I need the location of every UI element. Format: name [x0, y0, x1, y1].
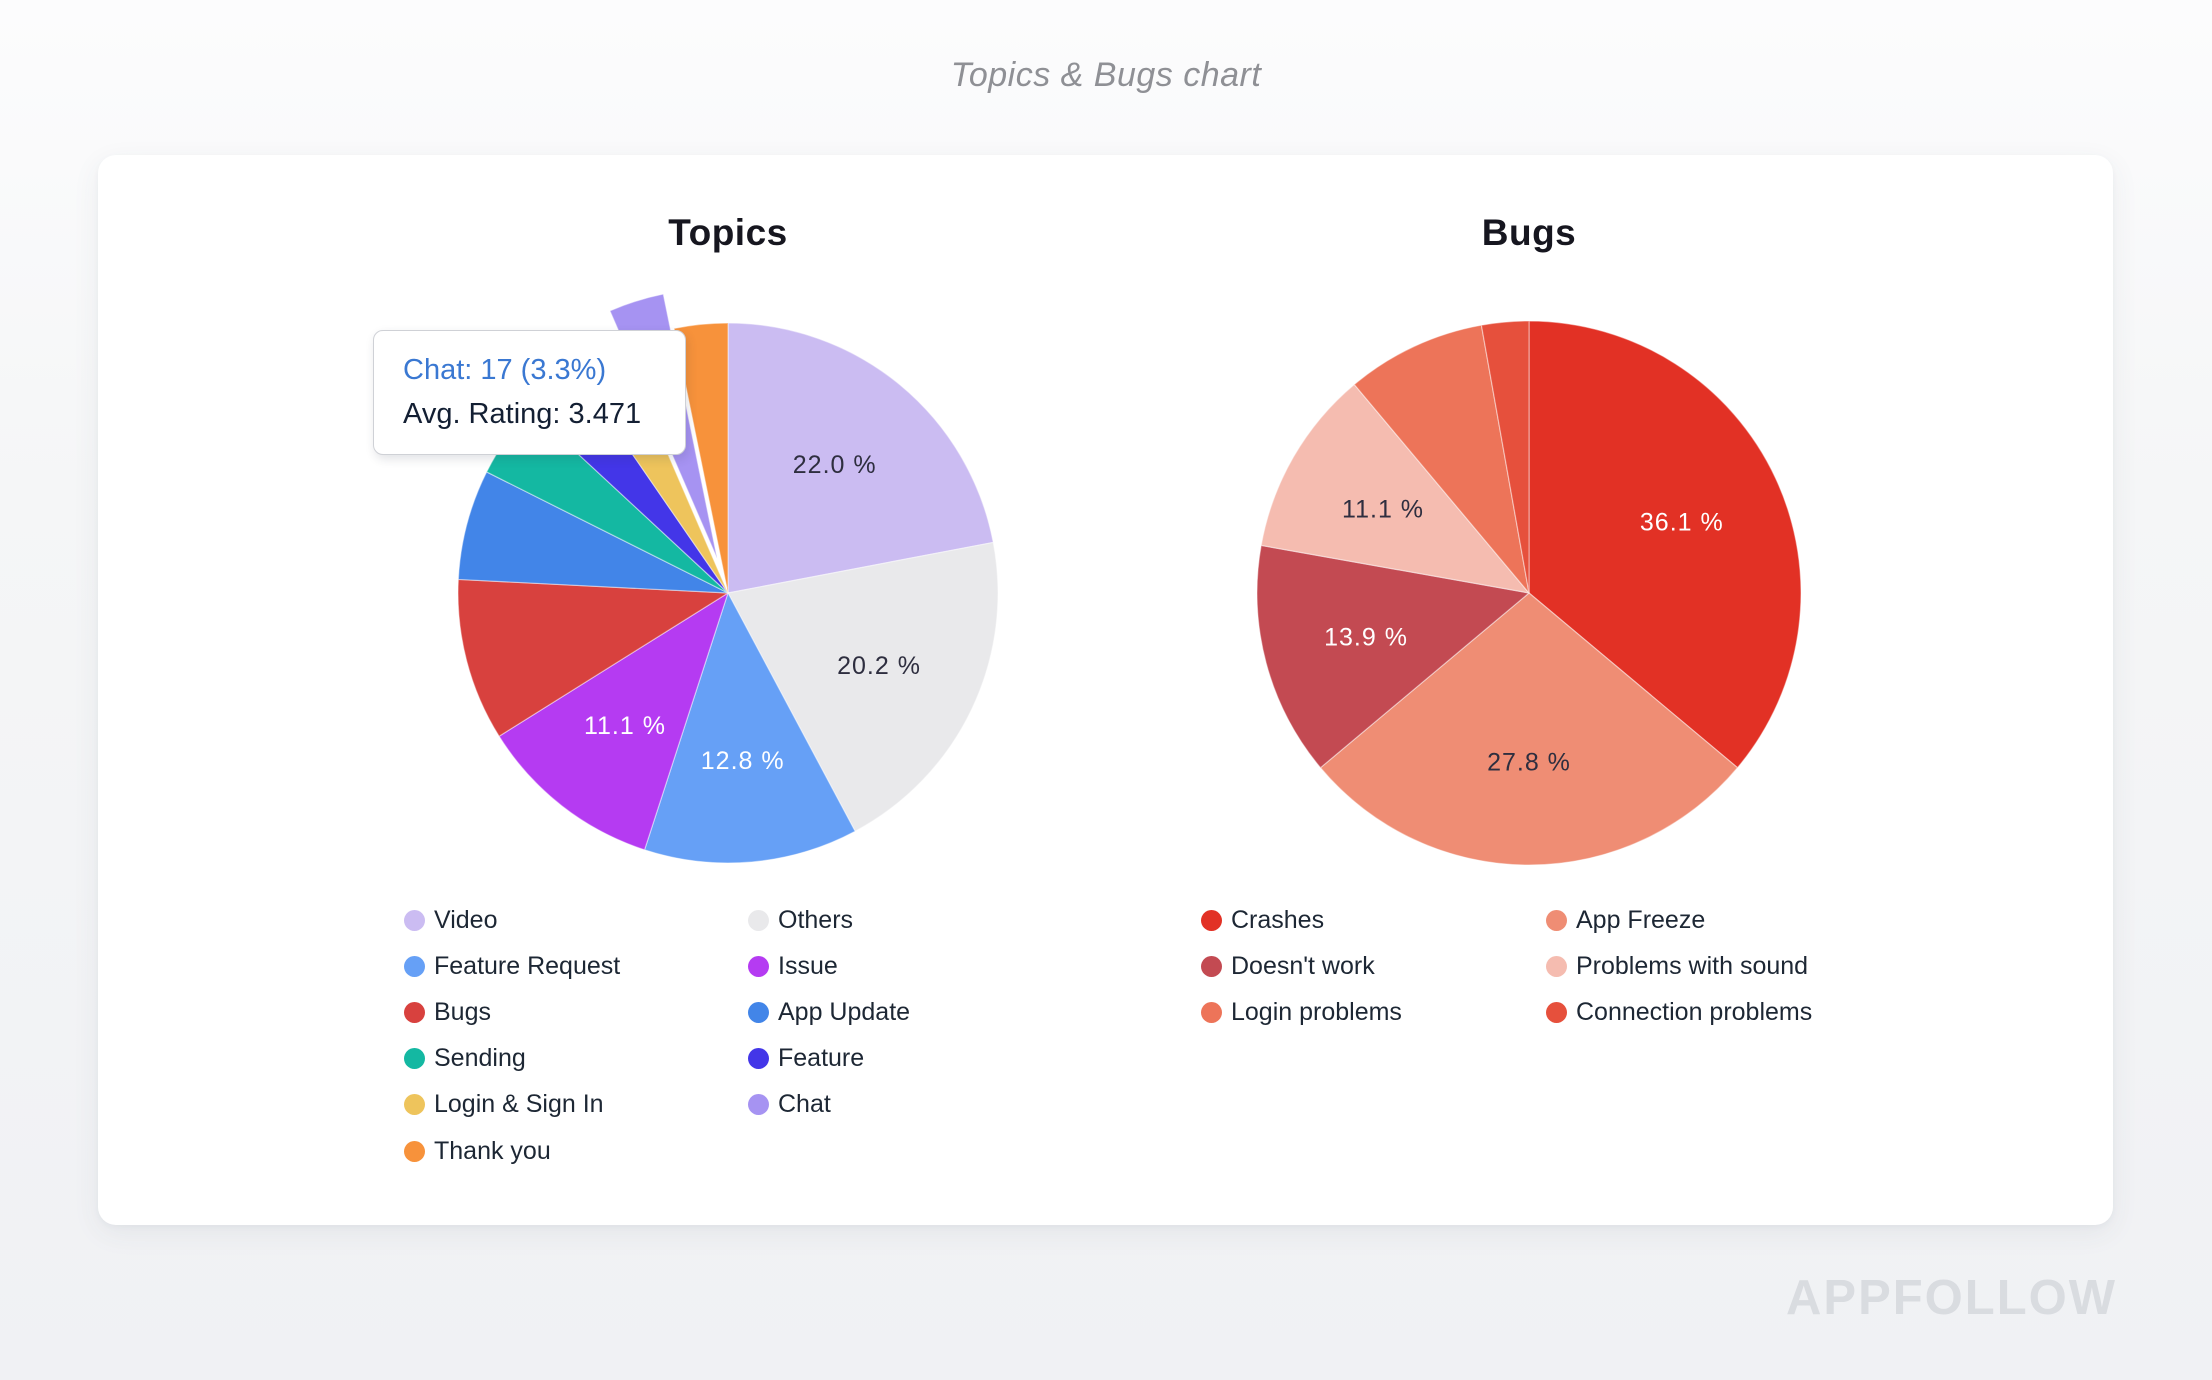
legend-item-issue[interactable]: Issue: [748, 943, 910, 989]
pie-slice-video[interactable]: [727, 322, 994, 594]
pie-percent-label: 11.1 %: [584, 712, 666, 740]
legend-label: Login problems: [1231, 997, 1402, 1026]
legend-item-feature-request[interactable]: Feature Request: [404, 943, 748, 989]
pie-slice-crashes[interactable]: [1528, 320, 1802, 769]
legend-label: Bugs: [434, 997, 491, 1026]
pie-percent-label: 13.9 %: [1324, 623, 1408, 651]
legend-label: Others: [778, 905, 854, 934]
appfollow-watermark: APPFOLLOW: [1786, 1271, 2118, 1325]
legend-item-sending[interactable]: Sending: [404, 1036, 748, 1082]
pie-percent-label: 11.1 %: [1342, 496, 1424, 524]
legend-dot: [404, 1140, 425, 1162]
pie-slice-problems-with-sound[interactable]: [1260, 383, 1530, 594]
legend-item-app-update[interactable]: App Update: [748, 989, 910, 1035]
legend-column: App Freeze Problems with sound Connection …: [1546, 897, 1812, 1036]
legend-column: Others Issue App Update Feature Chat: [748, 897, 910, 1174]
pie-percent-label: 22.0 %: [793, 451, 877, 479]
page-title: Topics & Bugs chart: [950, 56, 1262, 94]
legend-dot: [1201, 909, 1222, 931]
legend-dot: [404, 955, 425, 977]
pie-percent-label: 36.1 %: [1640, 509, 1724, 537]
pie-percent-label: 12.8 %: [701, 747, 785, 775]
pie-slice-app-freeze[interactable]: [1319, 592, 1739, 866]
pie-slice-feature-request[interactable]: [643, 592, 856, 864]
legend-label: App Freeze: [1576, 905, 1706, 934]
legend-dot: [404, 1094, 425, 1116]
bugs-chart-title: Bugs: [1481, 212, 1577, 253]
legend-label: Thank you: [434, 1136, 551, 1165]
legend-dot: [1201, 1001, 1222, 1023]
legend-item-login-problems[interactable]: Login problems: [1201, 989, 1546, 1035]
legend-dot: [1201, 955, 1222, 977]
pie-slice-connection-problems[interactable]: [1480, 320, 1530, 594]
legend-dot: [404, 1001, 425, 1023]
pie-slice-doesn-t-work[interactable]: [1256, 544, 1530, 769]
legend-item-video[interactable]: Video: [404, 897, 748, 943]
legend-label: Connection problems: [1576, 997, 1813, 1026]
topics-legend: Video Feature Request Bugs Sending Login & S…: [404, 897, 910, 1174]
bugs-pie[interactable]: 36.1 % 27.8 % 13.9 % 11.1 %: [1256, 320, 1802, 866]
legend-dot: [748, 1048, 769, 1070]
legend-item-problems-with-sound[interactable]: Problems with sound: [1546, 943, 1812, 989]
legend-dot: [748, 955, 769, 977]
pie-slice-issue[interactable]: [498, 592, 729, 851]
legend-item-connection-problems[interactable]: Connection problems: [1546, 989, 1812, 1035]
legend-label: Video: [434, 905, 498, 934]
legend-label: Feature: [778, 1044, 865, 1073]
legend-item-app-freeze[interactable]: App Freeze: [1546, 897, 1812, 943]
legend-column: Crashes Doesn't work Login problems: [1201, 897, 1546, 1036]
legend-label: Doesn't work: [1231, 951, 1375, 980]
legend-item-crashes[interactable]: Crashes: [1201, 897, 1546, 943]
tooltip-rating-line: Avg. Rating: 3.471: [403, 398, 642, 430]
legend-dot: [748, 1094, 769, 1116]
chart-tooltip: Chat: 17 (3.3%) Avg. Rating: 3.471: [373, 330, 686, 455]
legend-item-bugs[interactable]: Bugs: [404, 989, 748, 1035]
legend-dot: [1546, 955, 1567, 977]
pie-slice-thank-you[interactable]: [673, 322, 729, 594]
legend-label: Feature Request: [434, 951, 621, 980]
legend-label: Login & Sign In: [434, 1090, 604, 1119]
pie-slice-bugs[interactable]: [457, 578, 729, 737]
topics-chart-title: Topics: [668, 212, 788, 253]
legend-column: Video Feature Request Bugs Sending Login & S…: [404, 897, 748, 1174]
legend-dot: [404, 1048, 425, 1070]
legend-item-thank-you[interactable]: Thank you: [404, 1128, 748, 1174]
pie-slice-others[interactable]: [727, 541, 999, 832]
legend-dot: [1546, 1001, 1567, 1023]
legend-item-doesn-t-work[interactable]: Doesn't work: [1201, 943, 1546, 989]
legend-dot: [1546, 909, 1567, 931]
legend-label: Chat: [778, 1090, 831, 1119]
pie-percent-label: 20.2 %: [837, 652, 921, 680]
pie-slice-login-problems[interactable]: [1353, 324, 1530, 594]
legend-dot: [748, 909, 769, 931]
legend-item-others[interactable]: Others: [748, 897, 910, 943]
pie-slice-app-update[interactable]: [457, 471, 729, 594]
legend-item-chat[interactable]: Chat: [748, 1082, 910, 1128]
legend-label: Crashes: [1231, 905, 1325, 934]
legend-item-login-sign-in[interactable]: Login & Sign In: [404, 1082, 748, 1128]
legend-dot: [404, 909, 425, 931]
legend-label: Sending: [434, 1044, 526, 1073]
legend-label: App Update: [778, 997, 911, 1026]
legend-item-feature[interactable]: Feature: [748, 1036, 910, 1082]
legend-label: Problems with sound: [1576, 951, 1809, 980]
legend-label: Issue: [778, 951, 838, 980]
bugs-legend: Crashes Doesn't work Login problems App Fre…: [1201, 897, 1812, 1036]
legend-dot: [748, 1001, 769, 1023]
tooltip-series-line: Chat: 17 (3.3%): [403, 354, 607, 386]
pie-percent-label: 27.8 %: [1487, 749, 1571, 777]
